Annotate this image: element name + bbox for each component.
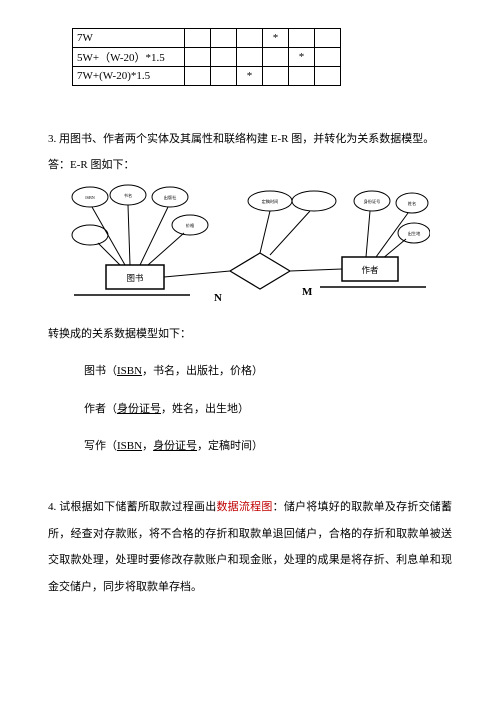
rel-text: ，姓名，出生地） — [161, 403, 249, 415]
rel-key: ISBN — [117, 365, 142, 377]
rel-key: 身份证号 — [117, 403, 161, 415]
attr-label: 书名 — [124, 192, 132, 199]
attr-label: 身份证号 — [364, 198, 381, 205]
cell — [237, 48, 263, 67]
cardinality-n: N — [214, 292, 222, 304]
entity-author: 作者 — [361, 265, 379, 275]
cell — [263, 67, 289, 86]
cell — [289, 67, 315, 86]
rel-key: 身份证号 — [153, 440, 197, 452]
rel-text: ，定稿时间） — [197, 440, 263, 452]
table-row: 5W+（W-20）*1.5 * — [73, 48, 341, 67]
rel-text: ，书名，出版社，价格） — [142, 365, 263, 377]
row-label: 5W+（W-20）*1.5 — [73, 48, 185, 67]
cell — [315, 48, 341, 67]
cell — [211, 29, 237, 48]
relations-heading: 转换成的关系数据模型如下： — [48, 321, 452, 347]
entity-book: 图书 — [126, 273, 144, 283]
rel-text: 图书（ — [84, 365, 117, 377]
answer-label: 答：E-R 图如下： — [48, 152, 452, 178]
er-diagram: ISBN 书名 出版社 价格 定稿时间 身份证号 姓名 出生地 — [70, 183, 430, 313]
q4-red: 数据流程图 — [216, 501, 272, 513]
question3-text: 3. 用图书、作者两个实体及其属性和联络构建 E-R 图，并转化为关系数据模型。 — [48, 126, 452, 152]
cell: * — [289, 48, 315, 67]
cell — [237, 29, 263, 48]
attr-label: 出版社 — [164, 194, 177, 201]
attr-label: 定稿时间 — [262, 198, 279, 205]
cell: * — [237, 67, 263, 86]
rel-text: 作者（ — [84, 403, 117, 415]
table-row: 7W * — [73, 29, 341, 48]
question4-text: 4. 试根据如下储蓄所取款过程画出数据流程图：储户将填好的取款单及存折交储蓄所，… — [48, 494, 452, 600]
attr-label: ISBN — [85, 195, 95, 200]
attr-label: 姓名 — [408, 200, 416, 207]
row-label: 7W — [73, 29, 185, 48]
attr-label: 价格 — [186, 222, 195, 229]
q4-rest: ：储户将填好的取款单及存折交储蓄所，经查对存款账，将不合格的存折和取款单退回储户… — [48, 501, 452, 592]
cell — [315, 67, 341, 86]
cell — [185, 29, 211, 48]
relation-book: 图书（ISBN，书名，出版社，价格） — [84, 358, 452, 384]
rel-text: 写作（ — [84, 440, 117, 452]
q4-prefix: 4. 试根据如下储蓄所取款过程画出 — [48, 501, 216, 513]
cell — [211, 67, 237, 86]
row-label: 7W+(W-20)*1.5 — [73, 67, 185, 86]
cell — [185, 67, 211, 86]
attr-label: 出生地 — [408, 230, 421, 237]
cell — [289, 29, 315, 48]
cell — [315, 29, 341, 48]
cardinality-m: M — [302, 286, 313, 298]
cell — [211, 48, 237, 67]
relation-author: 作者（身份证号，姓名，出生地） — [84, 396, 452, 422]
rel-text: ， — [142, 440, 153, 452]
cell: * — [263, 29, 289, 48]
relation-write: 写作（ISBN，身份证号，定稿时间） — [84, 433, 452, 459]
formula-table: 7W * 5W+（W-20）*1.5 * 7W+(W-20)*1.5 * — [72, 28, 341, 86]
cell — [185, 48, 211, 67]
rel-key: ISBN — [117, 440, 142, 452]
cell — [263, 48, 289, 67]
er-svg: ISBN 书名 出版社 价格 定稿时间 身份证号 姓名 出生地 — [70, 183, 430, 313]
table-row: 7W+(W-20)*1.5 * — [73, 67, 341, 86]
